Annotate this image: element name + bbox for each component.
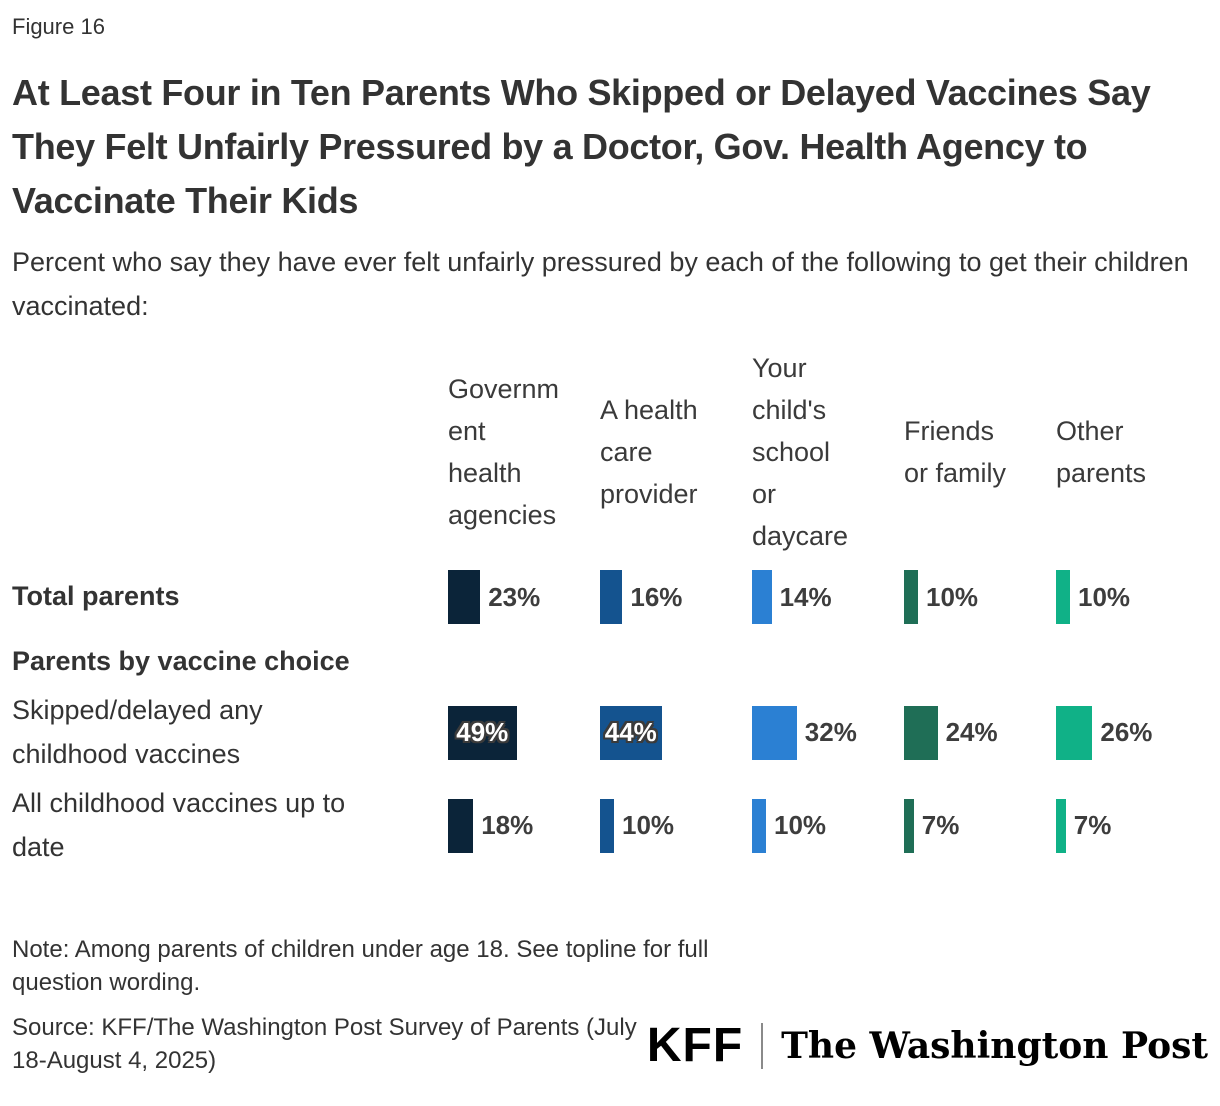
logo-group: KFF The Washington Post <box>647 1018 1208 1077</box>
bar-cell: 23% <box>448 570 600 624</box>
row-label: Skipped/delayed any childhood vaccines <box>12 695 263 769</box>
bar-cell: 7% <box>904 798 1056 853</box>
row-group-skipped: Skipped/delayed any childhood vaccines 49… <box>12 695 1208 770</box>
figure-label: Figure 16 <box>12 14 105 39</box>
bar <box>904 705 938 760</box>
logo-divider-line <box>761 1022 764 1069</box>
bar-value-label: 26% <box>1100 717 1153 747</box>
bar <box>752 570 772 624</box>
bar-value-label: 7% <box>1073 810 1112 840</box>
chart: Governm ent health agencies A health care… <box>12 348 1208 863</box>
bar: 49% <box>448 705 517 760</box>
column-header: Friends or family <box>904 416 1007 488</box>
bar-cell: 10% <box>752 798 904 853</box>
bar-value-label: 7% <box>921 810 960 840</box>
chart-subtitle: Percent who say they have ever felt unfa… <box>12 247 1189 321</box>
bar: 44% <box>600 705 662 760</box>
bar-value-label: 23% <box>488 581 541 612</box>
bar-value-label: 49% <box>456 717 509 747</box>
chart-row: Total parents 23% 16% 14% 10% 10% <box>12 570 1208 624</box>
note-text: Note: Among parents of children under ag… <box>12 936 709 997</box>
chart-title: At Least Four in Ten Parents Who Skipped… <box>12 72 1151 221</box>
bar-cell: 26% <box>1056 705 1208 760</box>
bar <box>752 705 797 760</box>
chart-row: Skipped/delayed any childhood vaccines 49… <box>12 695 1208 770</box>
bar <box>904 570 918 624</box>
kff-logo: KFF <box>646 1019 744 1073</box>
column-header: Your child's school or daycare <box>752 353 849 551</box>
bar-cell: 18% <box>448 798 600 853</box>
source-text: Source: KFF/The Washington Post Survey o… <box>12 1014 637 1075</box>
bar <box>600 570 623 624</box>
bar-cell: 16% <box>600 570 752 624</box>
washington-post-logo: The Washington Post <box>781 1024 1208 1067</box>
column-headers: Governm ent health agencies A health care… <box>12 348 1208 558</box>
column-header: Other parents <box>1056 416 1147 488</box>
bar <box>1056 705 1093 760</box>
bar-cell: 7% <box>1056 798 1208 853</box>
bar-value-label: 10% <box>774 810 827 840</box>
bar-value-label: 14% <box>779 581 832 612</box>
row-label: Total parents <box>12 581 180 612</box>
bar-value-label: 10% <box>926 581 979 612</box>
bar-cell: 49% <box>448 705 600 760</box>
bar-cell: 10% <box>600 798 752 853</box>
bar <box>1056 570 1070 624</box>
chart-row: All childhood vaccines up to date 18% 10% 1… <box>12 788 1208 863</box>
bar-cell: 10% <box>1056 570 1208 624</box>
section-header: Parents by vaccine choice <box>12 646 350 676</box>
bar-value-label: 32% <box>804 717 857 747</box>
bar-value-label: 44% <box>604 717 657 747</box>
bar-value-label: 16% <box>630 581 683 612</box>
bar <box>1056 798 1066 853</box>
bar <box>448 570 481 624</box>
row-group-total: Total parents 23% 16% 14% 10% 10% <box>12 570 1208 624</box>
row-group-uptodate: All childhood vaccines up to date 18% 10% 1… <box>12 788 1208 863</box>
bar <box>600 798 614 853</box>
bar-value-label: 24% <box>945 717 998 747</box>
bar-cell: 24% <box>904 705 1056 760</box>
column-header: A health care provider <box>600 395 698 509</box>
bar <box>752 798 766 853</box>
row-label: All childhood vaccines up to date <box>12 788 346 862</box>
column-header: Governm ent health agencies <box>448 374 560 530</box>
bar-value-label: 10% <box>622 810 675 840</box>
bar-cell: 10% <box>904 570 1056 624</box>
bar-cell: 14% <box>752 570 904 624</box>
bar-cell: 44% <box>600 705 752 760</box>
bar <box>448 798 474 853</box>
bar-value-label: 18% <box>481 810 534 840</box>
bar <box>904 798 914 853</box>
bar-cell: 32% <box>752 705 904 760</box>
bar-value-label: 10% <box>1078 581 1131 612</box>
footer: Source: KFF/The Washington Post Survey o… <box>12 1011 1208 1077</box>
